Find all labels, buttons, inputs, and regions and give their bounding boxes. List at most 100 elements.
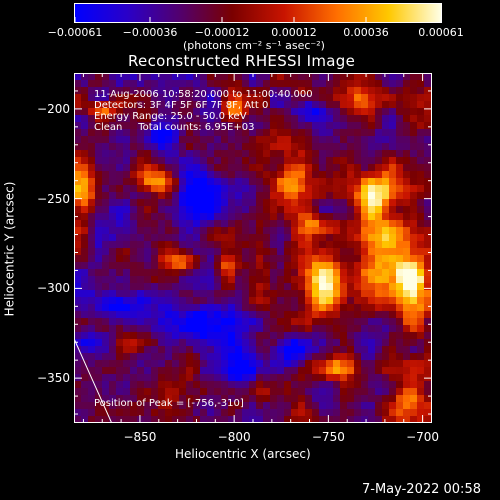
heatmap-cell — [277, 339, 285, 347]
heatmap-cell — [200, 115, 208, 123]
heatmap-cell — [193, 290, 201, 298]
heatmap-cell — [116, 395, 124, 403]
heatmap-cell — [158, 248, 166, 256]
heatmap-cell — [424, 360, 432, 368]
heatmap-cell — [109, 199, 117, 207]
heatmap-cell — [389, 192, 397, 200]
heatmap-cell — [242, 248, 250, 256]
heatmap-cell — [368, 150, 376, 158]
heatmap-cell — [81, 374, 89, 382]
heatmap-cell — [109, 367, 117, 375]
heatmap-cell — [151, 199, 159, 207]
heatmap-cell — [130, 185, 138, 193]
heatmap-cell — [88, 276, 96, 284]
heatmap-cell — [375, 353, 383, 361]
heatmap-cell — [242, 367, 250, 375]
heatmap-cell — [179, 241, 187, 249]
heatmap-cell — [228, 346, 236, 354]
heatmap-cell — [263, 157, 271, 165]
heatmap-cell — [151, 290, 159, 298]
heatmap-cell — [368, 87, 376, 95]
heatmap-cell — [270, 381, 278, 389]
heatmap-cell — [221, 255, 229, 263]
heatmap-cell — [193, 164, 201, 172]
heatmap-cell — [396, 360, 404, 368]
heatmap-cell — [312, 122, 320, 130]
heatmap-cell — [137, 311, 145, 319]
heatmap-cell — [403, 409, 411, 417]
heatmap-cell — [389, 157, 397, 165]
heatmap-cell — [368, 80, 376, 88]
heatmap-cell — [158, 101, 166, 109]
heatmap-cell — [368, 395, 376, 403]
heatmap-cell — [151, 297, 159, 305]
heatmap-cell — [193, 115, 201, 123]
heatmap-cell — [333, 248, 341, 256]
heatmap-cell — [410, 192, 418, 200]
heatmap-cell — [403, 150, 411, 158]
heatmap-cell — [368, 171, 376, 179]
heatmap-cell — [88, 318, 96, 326]
heatmap-cell — [263, 248, 271, 256]
heatmap-cell — [151, 122, 159, 130]
heatmap-cell — [221, 311, 229, 319]
heatmap-cell — [137, 346, 145, 354]
heatmap-cell — [102, 248, 110, 256]
heatmap-cell — [74, 402, 82, 410]
heatmap-cell — [179, 129, 187, 137]
heatmap-cell — [291, 80, 299, 88]
heatmap-cell — [298, 234, 306, 242]
heatmap-cell — [298, 304, 306, 312]
heatmap-cell — [410, 332, 418, 340]
heatmap-cell — [95, 220, 103, 228]
heatmap-cell — [151, 374, 159, 382]
heatmap-cell — [81, 290, 89, 298]
heatmap-cell — [326, 178, 334, 186]
heatmap-cell — [312, 290, 320, 298]
heatmap-cell — [95, 87, 103, 95]
heatmap-cell — [116, 290, 124, 298]
heatmap-cell — [151, 80, 159, 88]
heatmap-cell — [88, 409, 96, 417]
heatmap-cell — [424, 297, 432, 305]
heatmap-cell — [298, 318, 306, 326]
heatmap-cell — [396, 402, 404, 410]
heatmap-cell — [179, 290, 187, 298]
heatmap-cell — [95, 388, 103, 396]
heatmap-cell — [256, 115, 264, 123]
heatmap-cell — [144, 332, 152, 340]
heatmap-cell — [116, 269, 124, 277]
heatmap-cell — [291, 241, 299, 249]
heatmap-cell — [144, 171, 152, 179]
heatmap-cell — [186, 220, 194, 228]
heatmap-cell — [312, 381, 320, 389]
heatmap-cell — [361, 374, 369, 382]
heatmap-cell — [81, 206, 89, 214]
heatmap-cell — [179, 416, 187, 423]
heatmap-cell — [137, 220, 145, 228]
heatmap-cell — [375, 255, 383, 263]
heatmap-cell — [382, 395, 390, 403]
heatmap-cell — [361, 346, 369, 354]
heatmap-cell — [137, 360, 145, 368]
heatmap-cell — [347, 227, 355, 235]
heatmap-cell — [361, 108, 369, 116]
heatmap-cell — [193, 213, 201, 221]
heatmap-cell — [74, 115, 82, 123]
heatmap-plot — [74, 73, 432, 423]
heatmap-cell — [249, 395, 257, 403]
heatmap-cell — [193, 325, 201, 333]
heatmap-cell — [256, 416, 264, 423]
heatmap-cell — [368, 73, 376, 81]
heatmap-cell — [326, 192, 334, 200]
heatmap-cell — [186, 94, 194, 102]
heatmap-cell — [88, 157, 96, 165]
heatmap-cell — [172, 325, 180, 333]
heatmap-cell — [214, 192, 222, 200]
heatmap-cell — [88, 115, 96, 123]
heatmap-cell — [179, 115, 187, 123]
heatmap-cell — [256, 199, 264, 207]
heatmap-cell — [130, 199, 138, 207]
heatmap-cell — [74, 150, 82, 158]
heatmap-cell — [417, 94, 425, 102]
